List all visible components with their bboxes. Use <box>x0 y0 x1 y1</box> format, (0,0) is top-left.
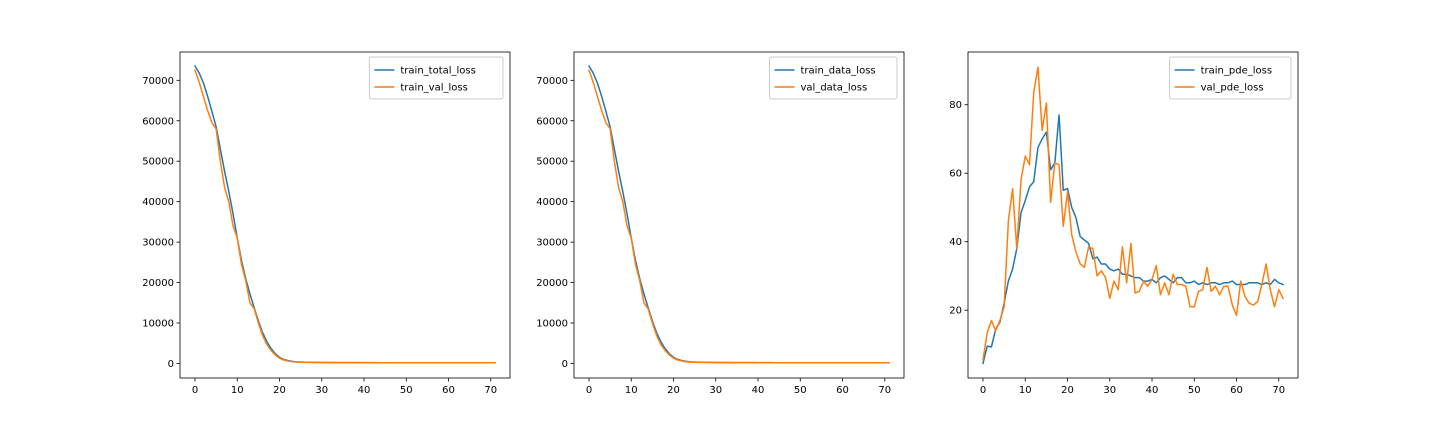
pde-loss-x-tick-label: 0 <box>980 385 986 396</box>
total-loss-y-tick-label: 20000 <box>142 278 174 289</box>
total-loss-x-tick-label: 70 <box>484 385 497 396</box>
total-loss-legend-label: train_total_loss <box>400 66 475 77</box>
pde-loss-series-line-train-pde-loss <box>982 114 1284 365</box>
pde-loss-legend-label: train_pde_loss <box>1201 66 1272 77</box>
data-loss-x-tick-label: 70 <box>878 385 891 396</box>
pde-loss-legend: train_pde_loss val_pde_loss <box>1169 56 1292 100</box>
pde-loss-x-tick-label: 70 <box>1272 385 1285 396</box>
data-loss-legend-box <box>769 56 898 100</box>
pde-loss-x-tick-label: 50 <box>1188 385 1201 396</box>
total-loss-legend-label: train_val_loss <box>400 83 467 94</box>
total-loss-x-tick-label: 50 <box>400 385 413 396</box>
panel-total-loss: 0 10 20 30 40 50 60 70 0 10000 20000 30000 40000 5000… <box>142 51 511 396</box>
data-loss-legend-label: val_data_loss <box>801 83 868 94</box>
pde-loss-y-tick-label: 80 <box>949 100 962 111</box>
total-loss-y-tick-label: 70000 <box>142 76 174 87</box>
panel-pde-loss: 0 10 20 30 40 50 60 70 20 40 60 80 train_pde_lossval… <box>949 51 1299 396</box>
data-loss-axes-frame <box>573 51 905 379</box>
data-loss-legend: train_data_loss val_data_loss <box>769 56 898 100</box>
data-loss-y-tick-label: 30000 <box>536 238 568 249</box>
total-loss-x-tick-label: 30 <box>315 385 328 396</box>
data-loss-x-tick-label: 60 <box>836 385 849 396</box>
pde-loss-x-tick-label: 40 <box>1146 385 1159 396</box>
data-loss-y-tick-label: 70000 <box>536 76 568 87</box>
total-loss-y-tick-label: 0 <box>168 359 174 370</box>
total-loss-y-tick-label: 40000 <box>142 197 174 208</box>
data-loss-series-line-train-data-loss <box>587 65 890 364</box>
data-loss-x-tick-label: 30 <box>709 385 722 396</box>
total-loss-y-tick-label: 50000 <box>142 157 174 168</box>
total-loss-x-tick-label: 0 <box>192 385 198 396</box>
total-loss-legend: train_total_loss train_val_loss <box>368 56 504 100</box>
pde-loss-y-tick-label: 20 <box>949 306 962 317</box>
pde-loss-x-tick-label: 30 <box>1103 385 1116 396</box>
total-loss-y-tick-label: 10000 <box>142 318 174 329</box>
pde-loss-x-tick-label: 20 <box>1061 385 1074 396</box>
total-loss-y-tick-label: 30000 <box>142 238 174 249</box>
data-loss-series-line-val-data-loss <box>588 69 890 364</box>
total-loss-x-tick-label: 40 <box>358 385 371 396</box>
data-loss-y-tick-label: 0 <box>562 359 568 370</box>
pde-loss-legend-label: val_pde_loss <box>1201 83 1264 94</box>
total-loss-x-tick-label: 60 <box>442 385 455 396</box>
data-loss-y-tick-label: 60000 <box>536 116 568 127</box>
data-loss-y-tick-label: 10000 <box>536 318 568 329</box>
total-loss-series-line-train-total-loss <box>193 65 496 364</box>
total-loss-legend-box <box>368 56 504 100</box>
data-loss-x-tick-label: 10 <box>625 385 638 396</box>
pde-loss-axes-frame <box>967 51 1299 379</box>
pde-loss-x-tick-label: 10 <box>1019 385 1032 396</box>
pde-loss-series-line-val-pde-loss <box>982 66 1285 361</box>
pde-loss-y-tick-label: 40 <box>949 237 962 248</box>
total-loss-x-tick-label: 10 <box>231 385 244 396</box>
pde-loss-x-tick-label: 60 <box>1230 385 1243 396</box>
data-loss-x-tick-label: 40 <box>752 385 765 396</box>
total-loss-series-line-train-val-loss <box>194 69 496 364</box>
data-loss-legend-label: train_data_loss <box>801 66 876 77</box>
total-loss-y-tick-label: 60000 <box>142 116 174 127</box>
pde-loss-y-tick-label: 60 <box>949 169 962 180</box>
panel-data-loss: 0 10 20 30 40 50 60 70 0 10000 20000 30000 40000 5000… <box>536 51 905 396</box>
data-loss-y-tick-label: 20000 <box>536 278 568 289</box>
data-loss-y-tick-label: 40000 <box>536 197 568 208</box>
total-loss-axes-frame <box>179 51 511 379</box>
pde-loss-legend-box <box>1169 56 1292 100</box>
data-loss-x-tick-label: 50 <box>794 385 807 396</box>
data-loss-x-tick-label: 0 <box>586 385 592 396</box>
total-loss-x-tick-label: 20 <box>273 385 286 396</box>
data-loss-x-tick-label: 20 <box>667 385 680 396</box>
data-loss-y-tick-label: 50000 <box>536 157 568 168</box>
